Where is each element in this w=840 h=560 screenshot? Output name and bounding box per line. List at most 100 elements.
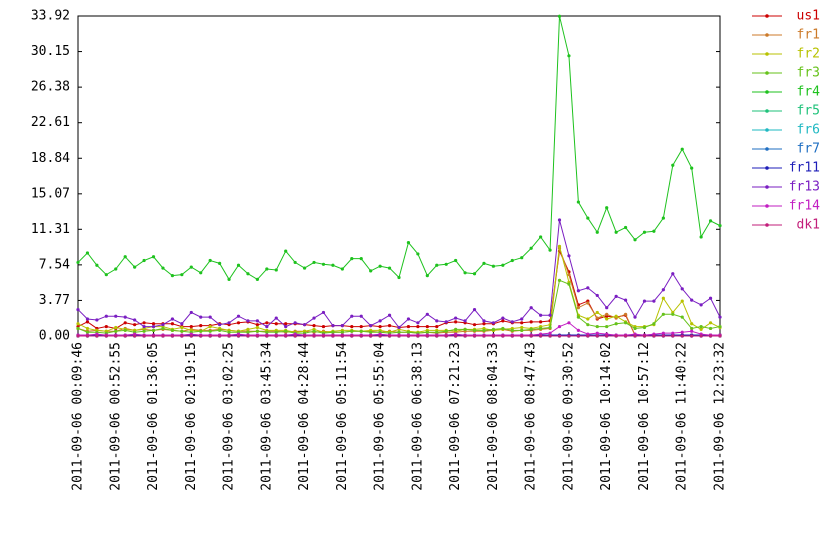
point — [444, 334, 448, 338]
point — [340, 334, 344, 338]
point — [387, 266, 392, 270]
point — [170, 274, 175, 278]
point — [680, 334, 684, 338]
point — [472, 307, 477, 312]
point — [180, 273, 184, 277]
point — [369, 269, 373, 273]
point — [397, 334, 401, 338]
point — [454, 258, 458, 263]
point — [614, 230, 618, 234]
point — [680, 330, 684, 334]
point — [576, 328, 580, 332]
point — [557, 244, 562, 248]
point — [482, 322, 486, 326]
legend-label: fr7 — [797, 142, 820, 157]
point — [359, 329, 363, 333]
point — [340, 267, 344, 271]
legend-marker — [765, 185, 769, 189]
y-tick-label: 0.00 — [39, 329, 70, 344]
point — [142, 334, 146, 338]
point — [633, 326, 637, 331]
point — [350, 257, 354, 261]
point — [208, 324, 212, 329]
point — [671, 331, 675, 335]
legend-label: fr3 — [797, 66, 820, 81]
point — [95, 334, 99, 338]
point — [510, 328, 514, 332]
point — [246, 327, 250, 331]
point — [661, 296, 665, 300]
point — [529, 327, 533, 331]
point — [151, 328, 156, 332]
point — [520, 317, 524, 321]
legend-label: fr11 — [789, 161, 820, 176]
x-tick-label: 2011-09-06 10:57:12 — [637, 342, 652, 491]
point — [699, 324, 703, 329]
point — [85, 320, 90, 324]
point — [255, 323, 259, 327]
point — [387, 334, 392, 338]
point — [718, 324, 722, 329]
point — [435, 319, 439, 323]
point — [586, 323, 590, 327]
point — [472, 328, 477, 332]
point — [123, 328, 127, 332]
y-tick-label: 18.84 — [31, 151, 70, 166]
point — [661, 334, 665, 338]
legend-marker — [765, 128, 769, 132]
point — [510, 320, 514, 324]
point — [274, 322, 278, 326]
legend-label: fr13 — [789, 180, 820, 195]
point — [274, 330, 278, 334]
point — [180, 329, 184, 333]
series-line — [77, 16, 721, 281]
point — [699, 235, 703, 239]
point — [227, 334, 231, 338]
point — [85, 330, 90, 334]
point — [454, 320, 458, 324]
point — [76, 334, 80, 338]
point — [180, 322, 184, 326]
point — [406, 241, 411, 245]
point — [623, 225, 628, 230]
point — [331, 324, 335, 328]
point — [114, 334, 118, 338]
point — [520, 321, 524, 325]
point — [595, 324, 599, 329]
point — [425, 312, 429, 316]
point — [708, 334, 713, 338]
point — [114, 325, 118, 330]
point — [416, 321, 420, 325]
point — [199, 315, 203, 319]
point — [661, 331, 665, 335]
series-line — [77, 246, 721, 333]
point — [529, 246, 533, 250]
point — [671, 272, 675, 276]
point — [548, 334, 552, 338]
point — [605, 306, 609, 310]
point — [274, 268, 278, 272]
point — [293, 260, 297, 265]
y-tick-label: 30.15 — [31, 44, 70, 59]
legend-marker — [765, 223, 769, 227]
point — [123, 334, 127, 338]
legend-label: fr6 — [797, 123, 820, 138]
point — [623, 298, 628, 302]
point — [104, 334, 108, 338]
point — [85, 317, 90, 321]
point — [302, 323, 307, 327]
point — [387, 324, 392, 328]
point — [708, 321, 713, 325]
point — [312, 324, 316, 328]
point — [123, 255, 127, 259]
point — [463, 334, 467, 338]
point — [576, 315, 580, 319]
point — [142, 329, 146, 333]
series-line — [77, 249, 720, 336]
legend-marker — [765, 109, 769, 113]
point — [463, 319, 467, 323]
point — [642, 325, 647, 330]
point — [548, 313, 552, 317]
point — [378, 264, 382, 268]
legend-marker — [765, 52, 769, 56]
